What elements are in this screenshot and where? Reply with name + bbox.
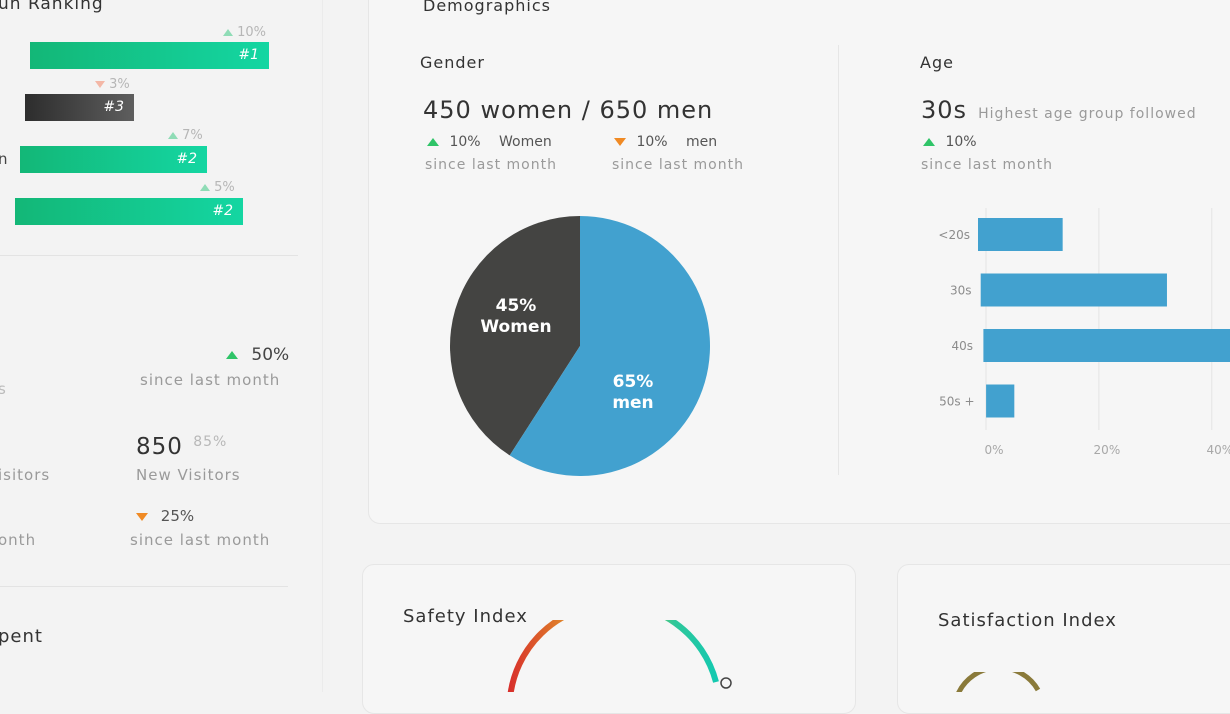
new-visitors-caption: since last month xyxy=(130,531,271,549)
pie-slice-women[interactable] xyxy=(450,216,580,456)
gender-headline: 450 women / 650 men xyxy=(423,96,714,124)
down-arrow-icon xyxy=(614,138,626,146)
left-panel-edge xyxy=(322,0,323,692)
gender-title: Gender xyxy=(420,53,485,72)
left-divider-2 xyxy=(0,586,288,587)
returning-since-partial: onth xyxy=(0,531,37,549)
satisfaction-index-card xyxy=(897,564,1230,714)
up-arrow-icon xyxy=(200,184,210,191)
age-headline-row: 30s Highest age group followed xyxy=(921,96,1197,124)
rank-bar-3[interactable]: #2 xyxy=(20,146,207,173)
age-tick-label: 40% xyxy=(1206,443,1230,457)
new-visitors-label: New Visitors xyxy=(136,466,241,484)
safety-gauge xyxy=(507,620,732,692)
gender-men-change: 10% men xyxy=(614,134,717,150)
gender-pie-chart: 45% Women 65% men xyxy=(450,216,710,476)
spent-title: pent xyxy=(0,626,43,647)
new-visitors-count: 850 85% xyxy=(136,434,228,460)
rank-change-3: 7% xyxy=(168,128,203,143)
gender-men-caption: since last month xyxy=(612,157,744,173)
age-category-label: <20s xyxy=(938,228,970,242)
up-arrow-icon xyxy=(427,138,439,146)
new-visitors-change: 25% xyxy=(136,507,194,525)
ranking-title: un Ranking xyxy=(0,0,104,14)
age-tick-label: 20% xyxy=(1094,443,1121,457)
up-arrow-icon xyxy=(168,132,178,139)
age-category-label: 50s + xyxy=(939,395,974,409)
age-headline: 30s xyxy=(921,96,968,124)
visitors-partial-left: s xyxy=(0,380,6,398)
up-arrow-icon xyxy=(923,138,935,146)
gender-women-caption: since last month xyxy=(425,157,557,173)
rank-change-4: 5% xyxy=(200,180,235,195)
age-subtitle: Highest age group followed xyxy=(978,106,1197,122)
age-category-label: 40s xyxy=(951,339,973,353)
safety-index-title: Safety Index xyxy=(403,606,528,627)
safety-gauge-arc xyxy=(507,620,719,692)
pie-slice-men[interactable] xyxy=(509,216,710,476)
age-bar[interactable] xyxy=(980,273,1167,307)
age-bar[interactable] xyxy=(983,329,1230,362)
up-arrow-icon xyxy=(223,29,233,36)
visitors-growth: 50% xyxy=(226,345,289,365)
down-arrow-icon xyxy=(136,512,148,521)
ranking-partial-label: n xyxy=(0,150,8,168)
age-change: 10% xyxy=(923,134,977,150)
rank-change-2: 3% xyxy=(95,77,130,92)
age-tick-label: 0% xyxy=(984,443,1003,457)
up-arrow-icon xyxy=(226,351,238,359)
returning-visitors-label: isitors xyxy=(0,466,51,484)
pie-label-women-pct: 45% xyxy=(496,296,537,316)
pie-label-men: men xyxy=(612,393,653,413)
age-caption: since last month xyxy=(921,157,1053,173)
rank-bar-2[interactable]: #3 xyxy=(25,94,134,121)
left-divider-1 xyxy=(0,255,298,256)
rank-bar-4[interactable]: #2 xyxy=(15,198,243,225)
satisfaction-gauge-arc xyxy=(956,672,1041,692)
down-arrow-icon xyxy=(95,81,105,88)
demographics-title: Demographics xyxy=(423,0,551,15)
rank-bar-1[interactable]: #1 xyxy=(30,42,269,69)
cursor-icon xyxy=(720,677,732,689)
age-category-label: 30s xyxy=(950,284,972,298)
age-title: Age xyxy=(920,53,954,72)
age-bar-chart: <20s 30s 40s 50s + 0% 20% 40% xyxy=(938,208,1230,457)
satisfaction-gauge xyxy=(956,672,1041,692)
demographics-column-divider xyxy=(838,45,839,475)
satisfaction-index-title: Satisfaction Index xyxy=(938,610,1117,631)
gender-women-change: 10% Women xyxy=(427,134,552,150)
pie-label-women: Women xyxy=(480,317,551,337)
age-bar[interactable] xyxy=(978,218,1063,251)
rank-change-1: 10% xyxy=(223,25,266,40)
visitors-growth-caption: since last month xyxy=(140,371,281,389)
age-bar[interactable] xyxy=(986,384,1015,418)
pie-label-men-pct: 65% xyxy=(613,372,654,392)
